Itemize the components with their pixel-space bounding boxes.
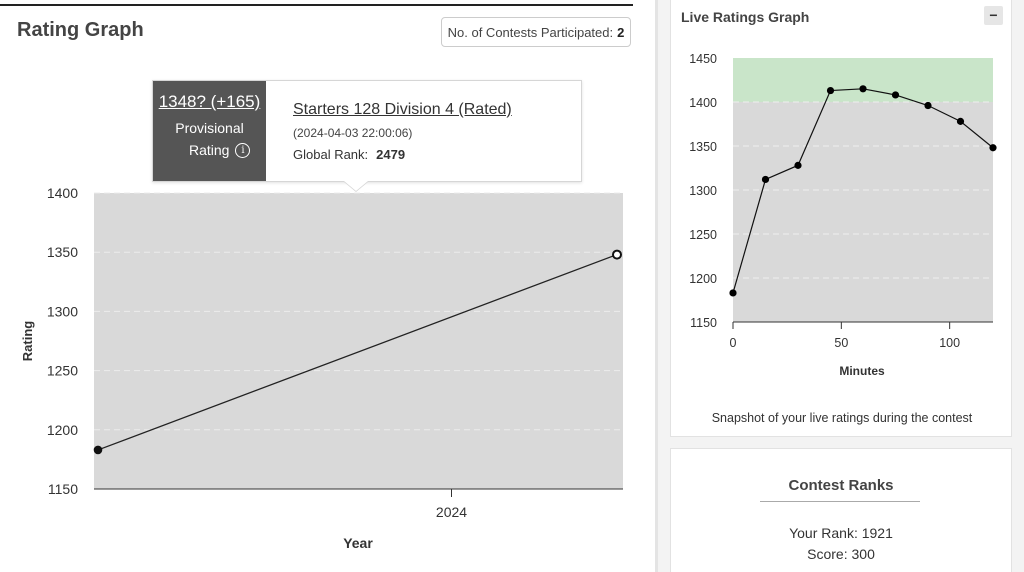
- info-icon[interactable]: i: [235, 142, 251, 158]
- tooltip-provisional-label: Provisional: [175, 120, 244, 136]
- tooltip-contest-link[interactable]: Starters 128 Division 4 (Rated): [293, 101, 512, 118]
- grid: [94, 192, 623, 431]
- panel-divider: [655, 0, 658, 572]
- y-tick-label: 1400: [47, 185, 78, 201]
- tooltip-datetime: (2024-04-03 22:00:06): [293, 126, 413, 140]
- your-rank: Your Rank: 1921: [789, 525, 893, 541]
- y-tick-label: 1150: [48, 481, 78, 497]
- score: Score: 300: [807, 546, 875, 562]
- global-rank-value: 2479: [376, 147, 406, 162]
- live-ratings-title: Live Ratings Graph: [681, 9, 810, 25]
- contests-participated-badge: No. of Contests Participated: 2: [441, 17, 631, 47]
- contest-ranks-title: Contest Ranks: [788, 477, 894, 494]
- rating-graph-panel: Rating Graph No. of Contests Participate…: [0, 4, 633, 551]
- x-axis-label: Year: [343, 535, 373, 551]
- y-tick-label: 1250: [47, 363, 78, 379]
- x-axis-ticks: 2024: [436, 489, 467, 520]
- rating-tooltip: 1348? (+165) Provisional Rating i Starte…: [152, 80, 582, 182]
- tooltip-global-rank: Global Rank: 2479: [293, 147, 405, 162]
- x-tick-label: 2024: [436, 504, 467, 520]
- rating-chart: 1150 1200 1250 1300 1350 1400 2024 Rating Yea…: [20, 185, 623, 551]
- tooltip-pointer: [344, 181, 368, 191]
- contests-label: No. of Contests Participated:: [447, 24, 614, 40]
- contest-ranks-card: [670, 448, 1012, 572]
- y-axis-ticks: 1150 1200 1250 1300 1350 1400: [47, 185, 78, 497]
- live-ratings-card: [670, 0, 1012, 437]
- collapse-button[interactable]: −: [984, 6, 1003, 25]
- top-rule: [0, 4, 633, 6]
- y-tick-label: 1300: [47, 303, 78, 319]
- y-axis-label: Rating: [20, 321, 35, 362]
- y-tick-label: 1200: [47, 422, 78, 438]
- tooltip-rating-label: Rating: [189, 142, 230, 158]
- data-point[interactable]: [93, 445, 103, 455]
- plot-background: [94, 193, 623, 489]
- data-point[interactable]: [612, 249, 622, 260]
- tooltip-rating-block: 1348? (+165) Provisional Rating i: [153, 81, 266, 181]
- y-tick-label: 1350: [47, 244, 78, 260]
- series-line: [97, 253, 618, 451]
- rating-graph-title: Rating Graph: [17, 19, 144, 41]
- global-rank-label: Global Rank:: [293, 147, 369, 162]
- contest-ranks-underline: [760, 501, 920, 502]
- live-snapshot-caption: Snapshot of your live ratings during the…: [711, 411, 973, 425]
- tooltip-rating-value[interactable]: 1348? (+165): [158, 92, 261, 111]
- rating-series[interactable]: [93, 249, 622, 455]
- tooltip-rating-label-row: Rating i: [189, 142, 251, 158]
- contests-count: 2: [617, 24, 625, 40]
